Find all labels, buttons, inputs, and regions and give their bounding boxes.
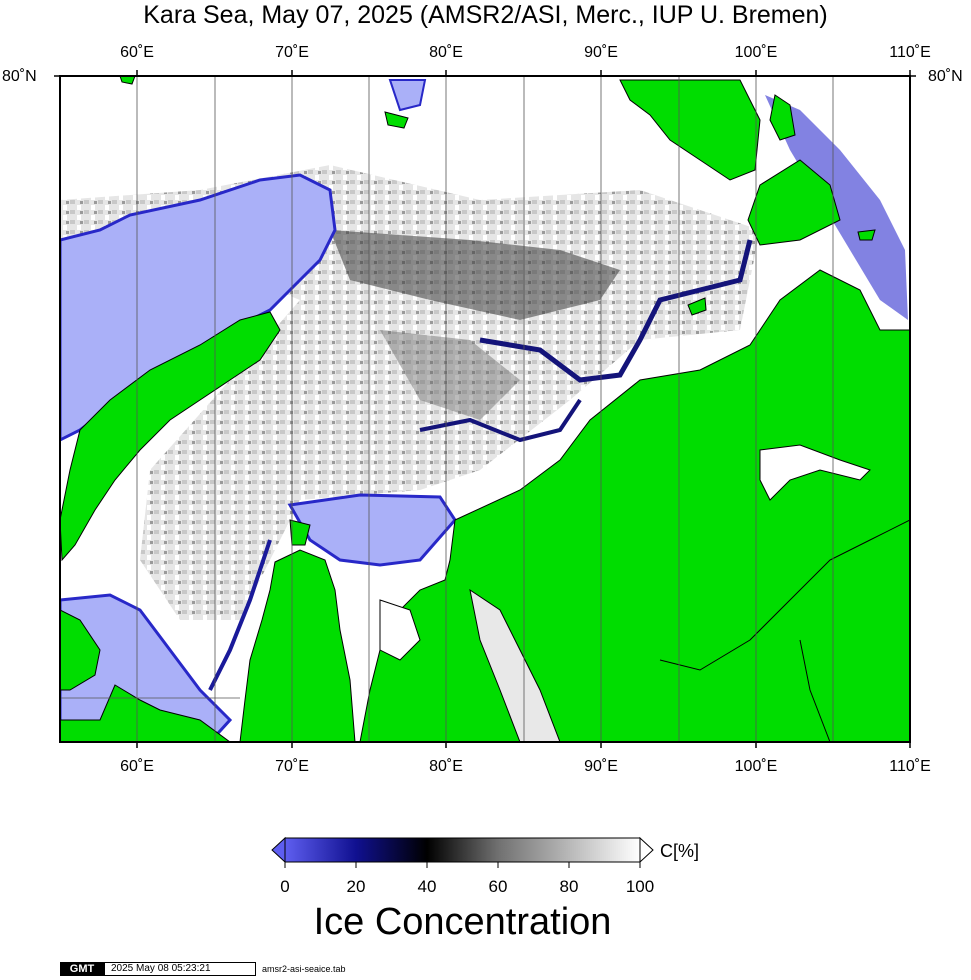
source-filename: amsr2-asi-seaice.tab xyxy=(262,964,346,974)
novaya-zemlya-land xyxy=(60,311,281,562)
top-lon-tick-80: 80˚E xyxy=(429,44,463,61)
top-lon-tick-90: 90˚E xyxy=(584,44,618,61)
river-line-2 xyxy=(799,639,831,742)
small-island-1-land xyxy=(769,94,796,141)
bottom-lon-tick-110: 110˚E xyxy=(889,758,931,775)
top-lon-tick-110: 110˚E xyxy=(889,44,931,61)
meridian-grid xyxy=(60,76,834,742)
colorbar-ticks xyxy=(284,862,641,868)
dense-dark-ice-band xyxy=(330,230,620,320)
top-lon-tick-60: 60˚E xyxy=(120,44,154,61)
cb-label-100: 100 xyxy=(625,877,655,896)
cb-label-80: 80 xyxy=(559,877,579,896)
open-water-pechora xyxy=(60,593,233,742)
cb-label-0: 0 xyxy=(280,877,290,896)
ice-edge-3 xyxy=(208,539,272,691)
map-frame xyxy=(59,75,911,743)
left-lat-tick-80: 80˚N xyxy=(2,68,37,85)
right-lat-tick-80: 80˚N xyxy=(928,68,963,85)
open-water-north xyxy=(388,79,427,112)
bottom-lon-tick-80: 80˚E xyxy=(429,758,463,775)
taymyr-lake-ice xyxy=(759,444,871,501)
top-lon-tick-100: 100˚E xyxy=(734,44,778,61)
dark-ice-patch xyxy=(380,330,520,420)
map-title: Kara Sea, May 07, 2025 (AMSR2/ASI, Merc.… xyxy=(143,1,828,29)
bottom-lon-tick-90: 90˚E xyxy=(584,758,618,775)
colorbar-title: Ice Concentration xyxy=(313,901,612,943)
small-island-5-land xyxy=(687,297,707,316)
top-lon-tick-70: 70˚E xyxy=(275,44,309,61)
yamal-peninsula-land xyxy=(239,549,356,742)
ice-edge-1 xyxy=(479,239,753,383)
colorbar-unit: C[%] xyxy=(660,841,700,861)
small-island-3-land xyxy=(119,76,136,85)
bottom-lon-tick-100: 100˚E xyxy=(734,758,778,775)
pyasina-bay-ice xyxy=(469,588,561,742)
frame-ticks xyxy=(54,70,916,748)
small-island-4-land xyxy=(857,229,876,241)
colorbar-gradient xyxy=(284,837,641,863)
cb-label-60: 60 xyxy=(488,877,508,896)
open-water-ob-gulf-mouth xyxy=(287,493,457,567)
vaygach-land xyxy=(60,609,101,691)
bottom-lon-tick-60: 60˚E xyxy=(120,758,154,775)
map-area xyxy=(60,76,910,742)
yenisei-gulf-white xyxy=(379,599,421,661)
mainland-west-land xyxy=(60,684,231,742)
small-island-2-land xyxy=(384,111,409,129)
ice-edge-2 xyxy=(419,398,582,443)
bottom-lon-tick-70: 70˚E xyxy=(275,758,309,775)
belyy-island-land xyxy=(289,519,311,546)
cb-label-40: 40 xyxy=(417,877,437,896)
colorbar-under-triangle xyxy=(271,836,286,864)
gmt-logo: GMT xyxy=(60,962,104,976)
river-line-1 xyxy=(659,519,910,671)
colorbar-over-triangle xyxy=(639,836,654,864)
severnaya-zemlya-north-land xyxy=(619,79,761,181)
cb-label-20: 20 xyxy=(346,877,366,896)
severnaya-zemlya-south-land xyxy=(747,159,841,246)
timestamp-stamp: 2025 May 08 05:23:21 xyxy=(104,962,256,976)
